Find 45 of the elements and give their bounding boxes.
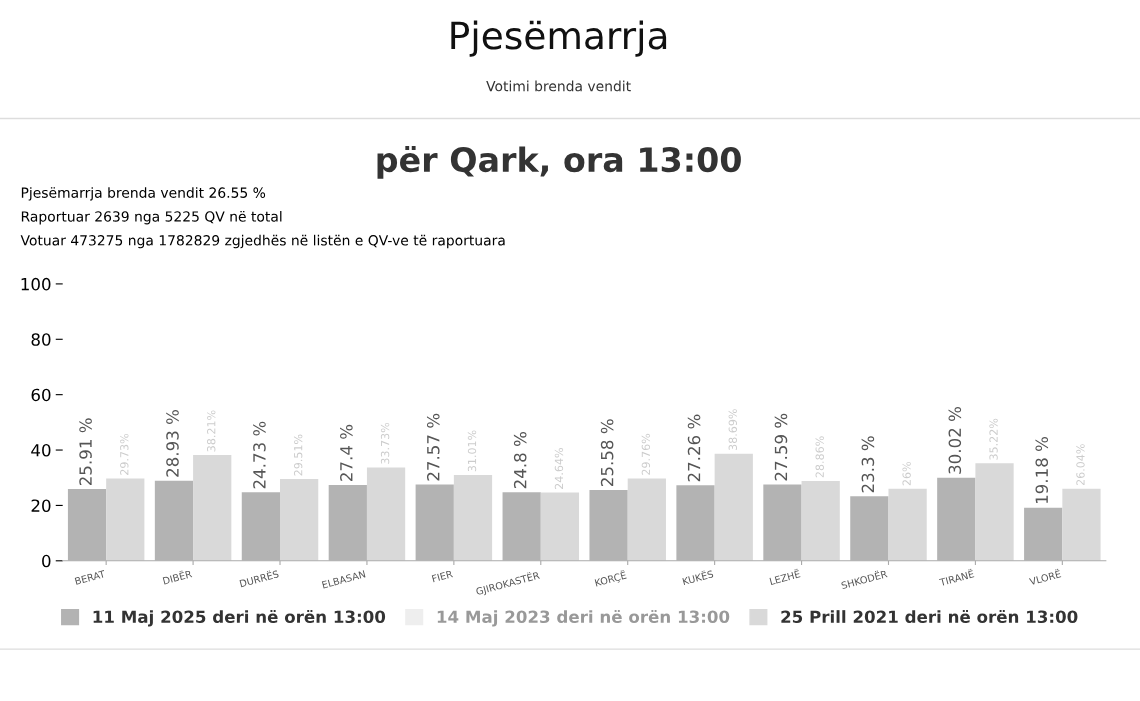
data-label: 25.91 % <box>79 418 92 486</box>
x-tick-label: FIER <box>431 570 454 583</box>
text: për Qark, ora 13:00 <box>377 145 741 179</box>
data-label: 24.73 % <box>253 421 266 489</box>
bar <box>106 478 145 561</box>
legend-label: 25 Prill 2021 deri në orën 13:00 <box>781 609 1078 624</box>
y-tick-label: 80 <box>31 333 51 346</box>
x-tick-label: VLORË <box>1028 568 1062 586</box>
y-tick-label: 0 <box>42 554 51 568</box>
data-label: 25.58 % <box>600 419 614 486</box>
x-tick-label: DIBËR <box>162 568 193 585</box>
data-label: 19.18 % <box>1035 436 1049 504</box>
bar <box>801 480 840 561</box>
bar <box>193 455 232 561</box>
data-label: 27.4 % <box>340 424 353 481</box>
bar <box>366 467 406 561</box>
y-tick-label: 60 <box>31 388 51 402</box>
text: Raportuar 2639 nga 5225 QV në total <box>21 210 282 225</box>
chart-title: Pjesëmarrja <box>451 20 667 57</box>
bar <box>627 478 666 561</box>
y-tick-label: 100 <box>21 277 51 291</box>
data-label: 27.26 % <box>687 414 701 482</box>
data-label: 28.93 % <box>166 410 179 477</box>
y-tick-label: 20 <box>31 499 51 512</box>
data-label: 27.59 % <box>774 413 788 481</box>
data-label: 23.3 % <box>861 436 875 493</box>
legend-label: 14 Maj 2023 deri në orën 13:00 <box>437 609 730 627</box>
text: Votuar 473275 nga 1782829 zgjedhës në listën e QV-ve të raportuara <box>20 234 505 249</box>
bar <box>453 474 493 561</box>
legend-label: 11 Maj 2025 deri në orën 13:00 <box>93 609 386 627</box>
bar <box>888 488 927 561</box>
text: Pjesëmarrja brenda vendit 26.55 % <box>21 187 266 201</box>
data-label: 27.57 % <box>426 413 440 481</box>
x-tick-label: BERAT <box>74 570 106 585</box>
y-tick-label: 40 <box>31 444 51 457</box>
x-tick-label: KUKËS <box>681 568 714 586</box>
bar <box>1062 488 1101 561</box>
x-tick-label: LEZHË <box>769 568 801 585</box>
chart-subtitle: Votimi brenda vendit <box>486 80 631 92</box>
bar <box>714 453 753 561</box>
bar <box>280 479 319 561</box>
data-label: 24.8 % <box>513 432 527 489</box>
bar <box>975 463 1014 561</box>
bar <box>540 492 580 561</box>
data-label: 30.02 % <box>948 406 962 474</box>
